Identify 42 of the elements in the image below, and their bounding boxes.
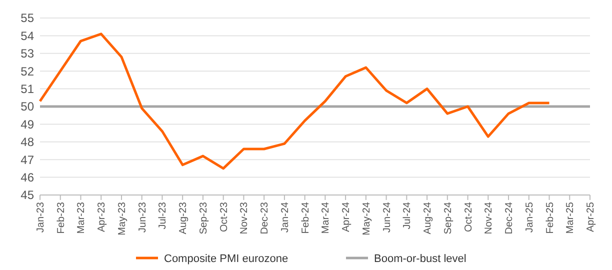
x-tick-label: Apr-25 bbox=[586, 202, 596, 232]
x-tick-label: Oct-23 bbox=[218, 202, 230, 232]
y-tick-label: 46 bbox=[20, 170, 34, 184]
x-tick-label: Jun-23 bbox=[137, 202, 148, 233]
y-tick-label: 52 bbox=[20, 64, 34, 78]
x-tick-label: Dec-23 bbox=[260, 202, 271, 234]
x-tick-label: Apr-23 bbox=[96, 202, 108, 232]
y-tick-label: 51 bbox=[20, 82, 34, 96]
x-tick-label: Nov-23 bbox=[239, 202, 250, 234]
x-tick-label: Mar-24 bbox=[320, 202, 332, 234]
x-tick-label: Dec-24 bbox=[504, 202, 516, 234]
y-tick-label: 50 bbox=[20, 100, 34, 114]
x-tick-label: Feb-24 bbox=[300, 202, 312, 234]
y-tick-label: 49 bbox=[20, 117, 34, 132]
x-tick-label: Jul-24 bbox=[402, 202, 414, 230]
y-tick-label: 48 bbox=[20, 135, 34, 150]
x-tick-label: Jun-24 bbox=[382, 202, 393, 233]
x-tick-label: Feb-25 bbox=[544, 202, 556, 234]
x-tick-label: Sep-24 bbox=[442, 202, 454, 234]
x-tick-label: May-23 bbox=[116, 202, 128, 236]
y-tick-label: 45 bbox=[20, 188, 34, 202]
x-tick-label: Jan-24 bbox=[280, 202, 291, 233]
x-tick-label: Oct-24 bbox=[463, 202, 474, 232]
legend-label: Boom-or-bust level bbox=[374, 252, 466, 265]
legend-label: Composite PMI eurozone bbox=[164, 252, 288, 265]
x-tick-label: May-24 bbox=[361, 202, 372, 236]
y-tick-label: 53 bbox=[20, 46, 34, 61]
x-tick-label: Apr-24 bbox=[341, 202, 352, 232]
line-series bbox=[38, 32, 551, 170]
y-tick-label: 55 bbox=[20, 11, 34, 26]
x-tick-label: Jan-23 bbox=[36, 202, 46, 233]
y-tick-label: 47 bbox=[20, 152, 34, 167]
x-tick-label: Mar-25 bbox=[565, 202, 576, 234]
x-tick-label: Aug-24 bbox=[422, 202, 434, 234]
x-tick-label: Nov-24 bbox=[484, 202, 495, 234]
x-tick-label: Jul-23 bbox=[158, 202, 169, 230]
x-tick-label: Jan-25 bbox=[524, 202, 536, 233]
x-tick-label: Mar-23 bbox=[76, 202, 88, 234]
x-tick-label: Aug-23 bbox=[178, 202, 190, 234]
x-tick-label: Feb-23 bbox=[56, 202, 67, 234]
x-tick-label: Sep-23 bbox=[198, 202, 210, 234]
y-tick-label: 54 bbox=[20, 28, 34, 43]
